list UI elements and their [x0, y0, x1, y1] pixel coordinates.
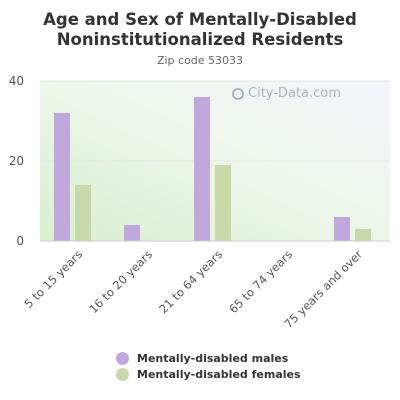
- magnifier-icon: [232, 87, 244, 100]
- bar-females: [75, 185, 91, 241]
- legend-swatch-males: [116, 351, 129, 365]
- watermark-text: City-Data.com: [248, 86, 341, 101]
- chart-title-line-1: Age and Sex of Mentally-Disabled: [43, 10, 357, 29]
- y-tick-label: 0: [16, 234, 24, 248]
- legend-item-females: Mentally-disabled females: [116, 366, 301, 382]
- x-tick-label: 65 to 74 years: [226, 247, 295, 316]
- chart-subtitle: Zip code 53033: [156, 54, 244, 67]
- bar-males: [54, 113, 70, 241]
- legend-swatch-females: [116, 367, 129, 381]
- bar-females: [215, 165, 231, 241]
- x-tick-label: 16 to 20 years: [86, 247, 155, 316]
- bar-males: [334, 217, 350, 241]
- y-tick-label: 40: [9, 74, 24, 88]
- legend-item-males: Mentally-disabled males: [116, 350, 301, 366]
- x-tick-label: 21 to 64 years: [156, 247, 225, 316]
- watermark: City-Data.com: [232, 86, 341, 101]
- chart-legend: Mentally-disabled males Mentally-disable…: [116, 350, 301, 382]
- bar-males: [124, 225, 140, 241]
- legend-label-females: Mentally-disabled females: [137, 367, 301, 381]
- bar-females: [355, 229, 371, 241]
- bar-males: [194, 97, 210, 241]
- y-tick-label: 20: [9, 154, 24, 168]
- legend-label-males: Mentally-disabled males: [137, 351, 289, 365]
- x-tick-label: 75 years and over: [281, 247, 365, 331]
- chart-title-line-2: Noninstitutionalized Residents: [56, 30, 344, 49]
- x-tick-label: 5 to 15 years: [21, 247, 85, 311]
